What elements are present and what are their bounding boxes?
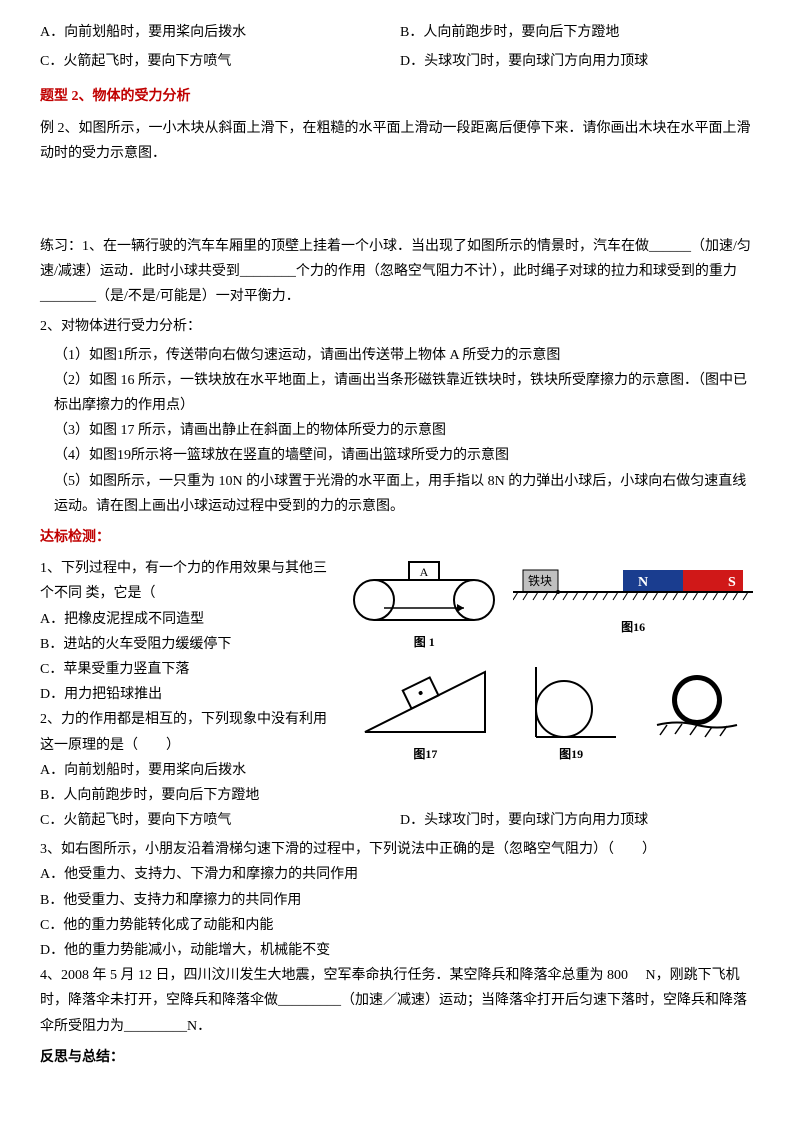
p2-3: （3）如图 17 所示，请画出静止在斜面上的物体所受力的示意图	[54, 418, 760, 443]
figure-17: 图17	[355, 662, 495, 766]
fig16-iron-label: 铁块	[528, 574, 552, 588]
q1-d: D．用力把铅球推出	[40, 682, 328, 707]
option-b: B．人向前跑步时，要向后下方蹬地	[400, 20, 760, 45]
q3-d: D．他的重力势能减小，动能增大，机械能不变	[40, 938, 760, 963]
fig1-label: 图 1	[349, 632, 499, 654]
q2-a: A．向前划船时，要用桨向后拨水	[40, 758, 328, 783]
figure-19: 图19	[521, 662, 621, 766]
q4-stem: 4、2008 年 5 月 12 日，四川汶川发生大地震，空军奉命执行任务．某空降…	[40, 963, 760, 1039]
q1-a: A．把橡皮泥捏成不同造型	[40, 607, 328, 632]
fig17-label: 图17	[355, 744, 495, 766]
q3-c: C．他的重力势能转化成了动能和内能	[40, 913, 760, 938]
p2-1: （1）如图1所示，传送带向右做匀速运动，请画出传送带上物体 A 所受力的示意图	[54, 343, 760, 368]
figure-1: A 图 1	[349, 560, 499, 654]
fig16-label: 图16	[513, 617, 753, 639]
magnet-n: N	[638, 575, 648, 590]
figure-ball-ground	[647, 662, 747, 742]
fig1-a-label: A	[420, 565, 429, 579]
q1-stem: 1、下列过程中，有一个力的作用效果与其他三个不同 类，它是（	[40, 556, 328, 606]
q3-a: A．他受重力、支持力、下滑力和摩擦力的共同作用	[40, 862, 760, 887]
reflection-title: 反思与总结：	[40, 1045, 760, 1070]
option-a: A．向前划船时，要用桨向后拨水	[40, 20, 400, 45]
q3-b: B．他受重力、支持力和摩擦力的共同作用	[40, 888, 760, 913]
p2-2: （2）如图 16 所示，一铁块放在水平地面上，请画出当条形磁铁靠近铁块时，铁块所…	[54, 368, 760, 418]
magnet-s: S	[728, 575, 736, 590]
p2-5: （5）如图所示，一只重为 10N 的小球置于光滑的水平面上，用手指以 8N 的力…	[54, 469, 760, 519]
practice-2-title: 2、对物体进行受力分析：	[40, 314, 760, 339]
q2-c: C．火箭起飞时，要向下方喷气	[40, 808, 400, 833]
q2-stem: 2、力的作用都是相互的，下列现象中没有利用这一原理的是（ ）	[40, 707, 328, 757]
practice-1: 练习：1、在一辆行驶的汽车车厢里的顶壁上挂着一个小球．当出现了如图所示的情景时，…	[40, 234, 760, 310]
option-c: C．火箭起飞时，要向下方喷气	[40, 49, 400, 74]
q2-b: B．人向前跑步时，要向后下方蹬地	[40, 783, 328, 808]
option-d: D．头球攻门时，要向球门方向用力顶球	[400, 49, 760, 74]
figures-area: A 图 1 铁块 N S	[342, 556, 760, 769]
p2-4: （4）如图19所示将一篮球放在竖直的墙壁间，请画出篮球所受力的示意图	[54, 443, 760, 468]
check-title: 达标检测：	[40, 525, 760, 550]
section-2-title: 题型 2、物体的受力分析	[40, 84, 760, 109]
fig19-label: 图19	[521, 744, 621, 766]
example-2-text: 例 2、如图所示，一小木块从斜面上滑下，在粗糙的水平面上滑动一段距离后便停下来．…	[40, 116, 760, 166]
q2-d: D．头球攻门时，要向球门方向用力顶球	[400, 808, 760, 833]
q1-b: B．进站的火车受阻力缓缓停下	[40, 632, 328, 657]
q3-stem: 3、如右图所示，小朋友沿着滑梯匀速下滑的过程中，下列说法中正确的是（忽略空气阻力…	[40, 837, 760, 862]
q1-c: C．苹果受重力竖直下落	[40, 657, 328, 682]
figure-16: 铁块 N S	[513, 560, 753, 639]
